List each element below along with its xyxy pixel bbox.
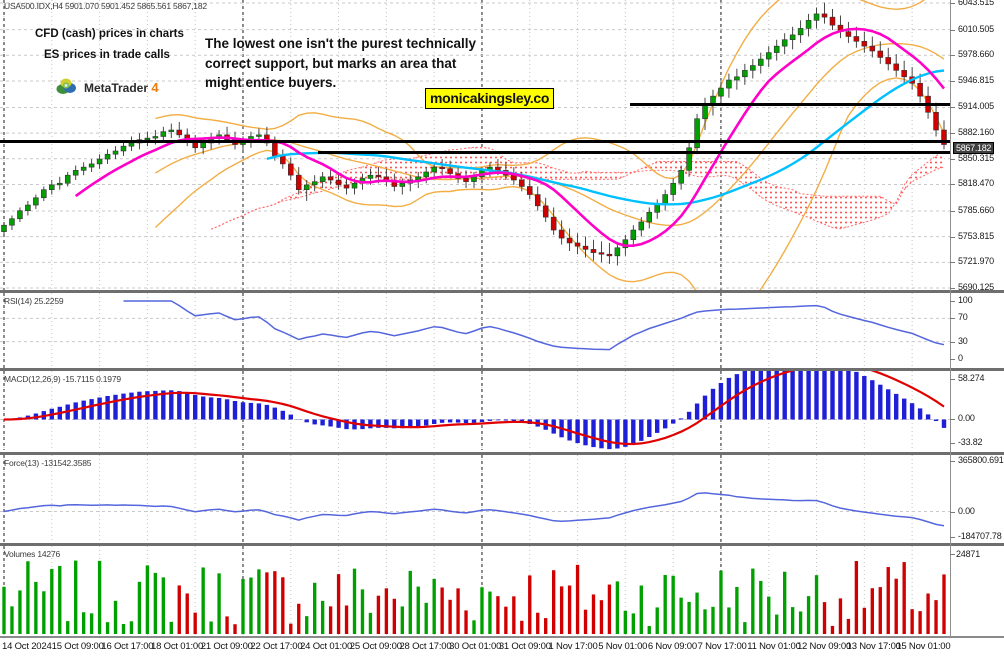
time-axis-label: 11 Nov 01:00: [747, 641, 801, 652]
macd-axis-tick: [950, 379, 955, 380]
time-axis-label: 14 Oct 2024: [2, 641, 52, 652]
panel-separator: [0, 543, 1004, 546]
time-axis-label: 15 Oct 09:00: [51, 641, 104, 652]
macd-axis-label: 0.00: [958, 413, 975, 424]
price-axis-label: 5785.660: [958, 204, 994, 215]
rsi-axis-label: 100: [958, 295, 973, 305]
price-axis-label: 5914.005: [958, 101, 994, 112]
price-axis-tick: [950, 210, 955, 212]
price-axis-label: 5946.815: [958, 74, 994, 85]
macd-axis-label: -33.82: [958, 437, 983, 447]
panel-separator: [0, 452, 1004, 455]
time-axis-label: 22 Oct 17:00: [250, 641, 303, 652]
price-axis-tick: [950, 55, 955, 57]
panel-separator: [0, 636, 1004, 638]
time-axis-label: 18 Oct 01:00: [151, 641, 204, 652]
rsi-indicator-panel[interactable]: [0, 293, 1004, 368]
price-axis-divider: [950, 0, 951, 636]
price-axis-tick: [950, 236, 955, 238]
price-axis-tick: [950, 107, 955, 109]
price-axis-tick: [950, 29, 955, 31]
rsi-axis-tick: [950, 318, 955, 320]
time-axis-label: 25 Oct 09:00: [349, 641, 402, 652]
price-axis-label: 6010.505: [958, 23, 994, 34]
metatrader-brand-label: MetaTrader 4: [84, 80, 159, 95]
brand-version: 4: [151, 80, 159, 95]
time-axis-label: 16 Oct 17:00: [101, 641, 154, 652]
price-axis-label: 5818.470: [958, 178, 994, 189]
time-axis-label: 6 Nov 09:00: [647, 641, 697, 652]
price-axis-label: 6043.515: [958, 0, 994, 7]
volumes-axis-label: 24871: [956, 549, 981, 559]
rsi-axis-tick: [950, 359, 955, 360]
force-axis-tick: [950, 461, 955, 462]
metatrader-logo-icon: [56, 76, 78, 96]
force-axis-label: 0.00: [958, 505, 975, 516]
force-axis-label: 365800.691: [958, 455, 1004, 465]
price-axis-tick: [950, 288, 955, 289]
current-price-tag: 5867.182: [953, 142, 995, 154]
price-axis-label: 5978.660: [958, 49, 994, 60]
time-axis-label: 1 Nov 17:00: [548, 641, 598, 652]
time-axis-label: 30 Oct 01:00: [449, 641, 502, 652]
price-axis-tick: [950, 158, 955, 160]
price-axis-tick: [950, 3, 955, 4]
brand-name: MetaTrader: [84, 81, 149, 95]
force-axis-tick: [950, 537, 955, 538]
price-axis-tick: [950, 262, 955, 264]
force-panel-label: Force(13) -131542.3585: [4, 458, 92, 468]
resistance-line-5914[interactable]: [630, 103, 950, 106]
panel-separator: [0, 368, 1004, 371]
time-axis-label: 21 Oct 09:00: [200, 641, 253, 652]
macd-indicator-panel[interactable]: [0, 371, 1004, 450]
time-axis-label: 28 Oct 17:00: [399, 641, 452, 652]
promo-line-2: ES prices in trade calls: [44, 49, 170, 61]
time-axis-label: 31 Oct 09:00: [498, 641, 551, 652]
rsi-axis-tick: [950, 341, 955, 343]
watermark-badge: monicakingsley.co: [425, 88, 555, 109]
time-axis-label: 12 Nov 09:00: [796, 641, 852, 652]
chart-annotation-note: The lowest one isn't the purest technica…: [205, 36, 477, 91]
price-panel-label: USA500.IDX,H4 5901.070 5901.452 5865.561…: [4, 1, 207, 11]
force-axis-label: -184707.78: [958, 531, 1002, 541]
price-axis-label: 5882.160: [958, 127, 994, 138]
force-index-panel[interactable]: [0, 455, 1004, 543]
panel-separator: [0, 290, 1004, 293]
rsi-axis-label: 0: [958, 353, 963, 363]
support-line-5862[interactable]: [318, 151, 950, 154]
price-axis-label: 5753.815: [958, 230, 994, 241]
macd-axis-tick: [950, 443, 955, 444]
time-axis-label: 7 Nov 17:00: [697, 641, 747, 652]
rsi-panel-label: RSI(14) 25.2259: [4, 296, 64, 306]
price-chart-panel[interactable]: [0, 0, 1004, 290]
price-axis-label: 5721.970: [958, 256, 994, 267]
time-axis-label: 13 Nov 17:00: [846, 641, 901, 652]
time-axis-label: 5 Nov 01:00: [598, 641, 648, 652]
volumes-panel-label: Volumes 14276: [4, 549, 60, 559]
promo-line-1: CFD (cash) prices in charts: [35, 28, 184, 40]
macd-panel-label: MACD(12,26,9) -15.7115 0.1979: [4, 374, 121, 384]
macd-axis-label: 58.274: [958, 373, 985, 383]
rsi-axis-label: 30: [958, 335, 968, 346]
price-axis-label: 5690.125: [958, 282, 994, 292]
volumes-panel[interactable]: [0, 546, 1004, 636]
time-axis-label: 15 Nov 01:00: [896, 641, 951, 652]
price-axis-tick: [950, 133, 955, 135]
macd-axis-tick: [950, 419, 955, 421]
volumes-axis-tick: [950, 554, 955, 555]
price-axis-label: 5850.315: [958, 152, 994, 163]
rsi-axis-label: 70: [958, 312, 968, 323]
rsi-axis-tick: [950, 301, 955, 302]
support-line-5870[interactable]: [0, 140, 950, 143]
price-axis-tick: [950, 184, 955, 186]
price-axis-tick: [950, 80, 955, 82]
time-axis-label: 24 Oct 01:00: [300, 641, 353, 652]
force-axis-tick: [950, 511, 955, 513]
